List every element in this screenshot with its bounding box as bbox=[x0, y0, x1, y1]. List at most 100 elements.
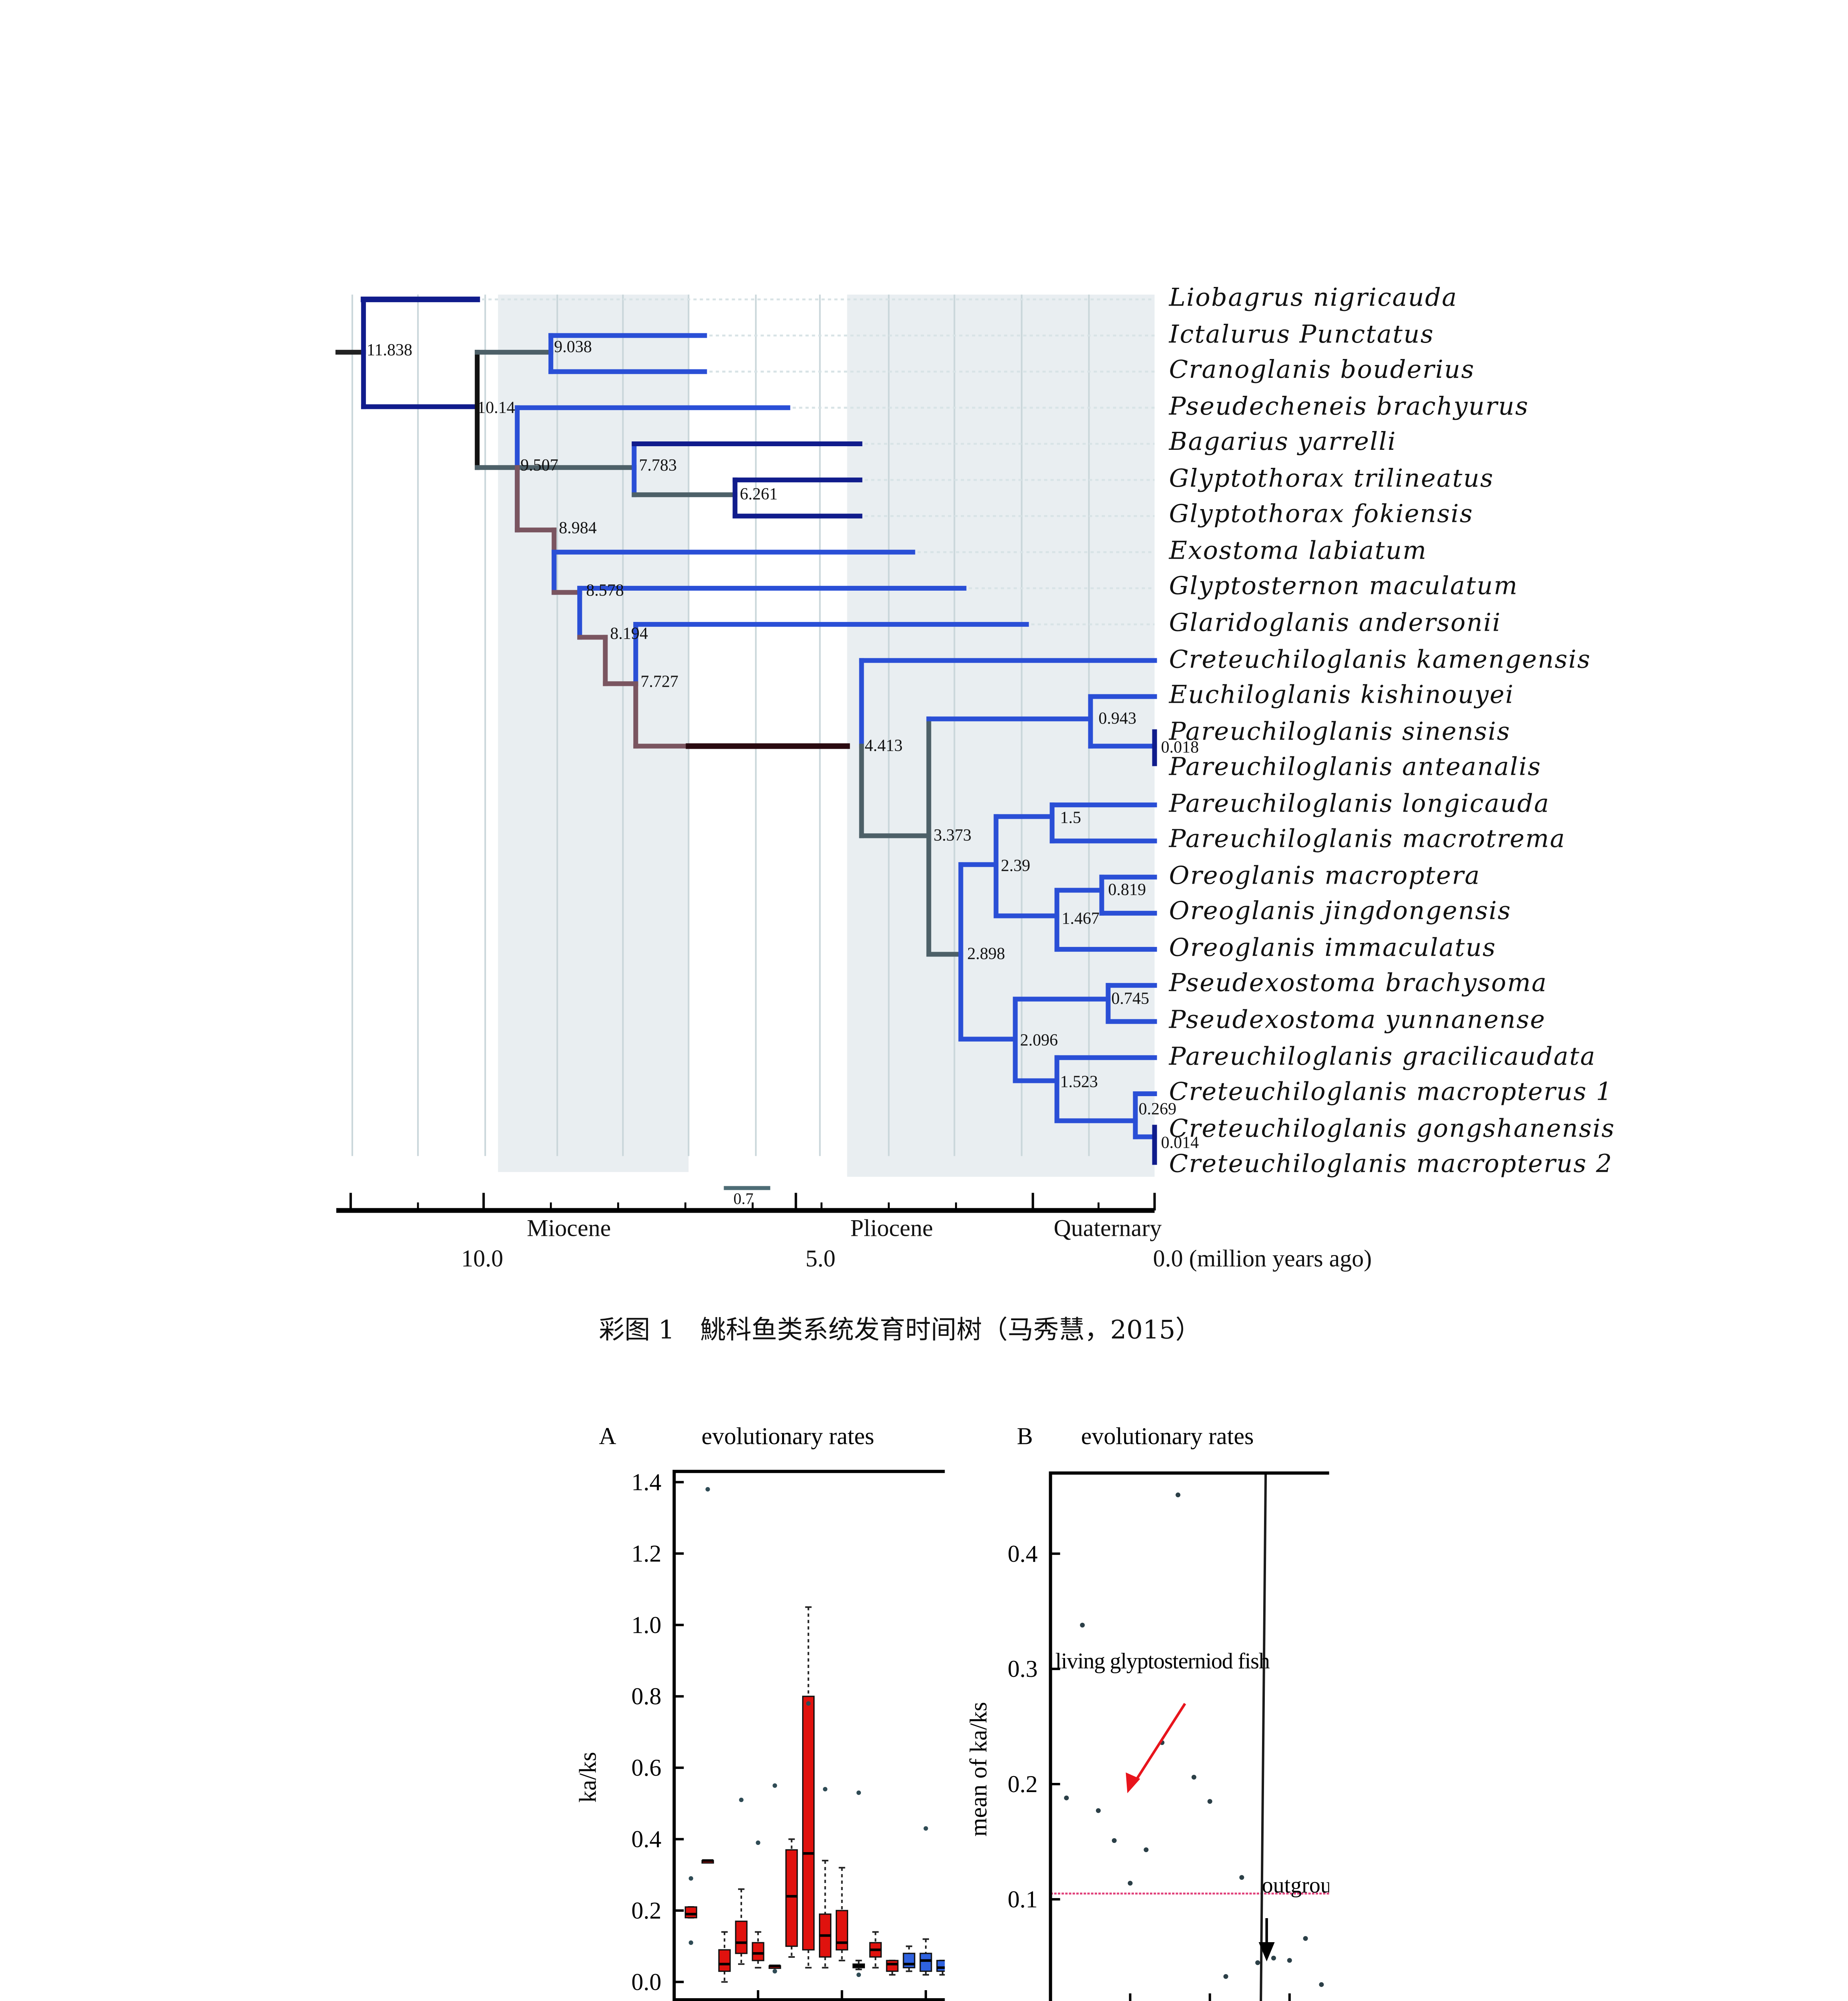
chart-a-ylabel: ka/ks bbox=[574, 1752, 601, 1803]
y-tick-label: 1.2 bbox=[631, 1540, 661, 1567]
y-tick-label: 0.8 bbox=[631, 1683, 661, 1710]
y-tick-label: 0.3 bbox=[1008, 1656, 1038, 1682]
node-age-label: 6.261 bbox=[740, 487, 778, 505]
red-arrow-head bbox=[1126, 1772, 1140, 1793]
epoch-miocene: Miocene bbox=[527, 1217, 611, 1243]
scatter-point bbox=[1255, 1960, 1260, 1965]
box bbox=[919, 1953, 932, 1972]
outlier-point bbox=[806, 1701, 811, 1706]
taxon-label: Glyptothorax trilineatus bbox=[1169, 464, 1494, 493]
box-branch-12 bbox=[869, 1931, 882, 1969]
node-age-label: 0.943 bbox=[1098, 711, 1137, 729]
node-age-label: 3.373 bbox=[933, 828, 971, 846]
node-age-label: 4.413 bbox=[865, 738, 903, 756]
taxon-label: Exostoma labiatum bbox=[1169, 536, 1427, 565]
chart-b-panel-label: B bbox=[1017, 1423, 1033, 1450]
chart-a-title: evolutionary rates bbox=[702, 1423, 875, 1450]
y-tick-label: 0.6 bbox=[631, 1754, 661, 1781]
annotation-outgroup: outgroup bbox=[1262, 1873, 1329, 1898]
node-age-label: 10.14 bbox=[477, 400, 515, 418]
taxon-label: Pseudexostoma brachysoma bbox=[1169, 969, 1547, 998]
outlier-point bbox=[923, 1826, 928, 1831]
box-branch-1 bbox=[684, 1876, 697, 1945]
scatter-point bbox=[1207, 1799, 1212, 1804]
y-tick-label: 0.4 bbox=[631, 1826, 661, 1853]
outlier-point bbox=[756, 1840, 760, 1845]
black-arrow-head bbox=[1258, 1942, 1275, 1961]
box-branch-13 bbox=[886, 1959, 899, 1976]
box-branch-6 bbox=[768, 1783, 781, 1974]
red-arrow bbox=[1132, 1703, 1186, 1784]
box-branch-4 bbox=[735, 1797, 748, 1965]
taxon-label: Cranoglanis bouderius bbox=[1169, 355, 1475, 385]
y-tick-label: 0.2 bbox=[631, 1897, 661, 1924]
chart-b-scatter: B evolutionary rates mean of ka/ks branc… bbox=[965, 1423, 1329, 2001]
taxon-label: Pseudecheneis brachyurus bbox=[1169, 391, 1529, 421]
taxon-label: Pareuchiloglanis longicauda bbox=[1169, 789, 1550, 818]
box bbox=[718, 1949, 731, 1972]
box bbox=[802, 1696, 815, 1951]
scatter-point bbox=[1319, 1982, 1324, 1987]
outlier-point bbox=[705, 1487, 710, 1492]
taxon-label: Creteuchiloglanis macropterus 1 bbox=[1169, 1077, 1613, 1107]
taxon-label: Pareuchiloglanis macrotrema bbox=[1169, 825, 1566, 854]
taxon-label: Creteuchiloglanis gongshanensis bbox=[1169, 1114, 1615, 1143]
node-age-label: 1.5 bbox=[1060, 810, 1082, 828]
box-branch-8 bbox=[802, 1606, 815, 1969]
outlier-point bbox=[823, 1787, 828, 1792]
taxon-label: Glaridoglanis andersonii bbox=[1169, 608, 1501, 638]
box bbox=[785, 1849, 798, 1947]
outlier-point bbox=[688, 1876, 693, 1881]
chart-b-title: evolutionary rates bbox=[1081, 1423, 1254, 1450]
scatter-point bbox=[1239, 1875, 1244, 1880]
axis-tick-10: 10.0 bbox=[461, 1247, 504, 1273]
scatter-point bbox=[1112, 1838, 1117, 1843]
chart-a-panel-label: A bbox=[599, 1423, 616, 1450]
outlier-point bbox=[856, 1790, 861, 1795]
taxon-label: Oreoglanis jingdongensis bbox=[1169, 897, 1512, 926]
chart-a-boxplot: A evolutionary rates ka/ks branch 0.00.2… bbox=[574, 1423, 945, 2001]
node-age-label: 7.783 bbox=[639, 458, 677, 476]
taxon-label: Bagarius yarrelli bbox=[1169, 427, 1397, 457]
box bbox=[735, 1921, 748, 1954]
axis-tick-0: 0.0 (million years ago) bbox=[1153, 1247, 1372, 1273]
scatter-point bbox=[1064, 1795, 1069, 1800]
group-divider-line bbox=[1260, 1473, 1267, 2001]
node-age-label: 1.523 bbox=[1060, 1074, 1098, 1092]
phylogenetic-tree bbox=[335, 295, 1157, 1213]
scatter-point bbox=[1128, 1881, 1133, 1886]
box-branch-14 bbox=[903, 1945, 915, 1972]
node-age-label: 1.467 bbox=[1061, 911, 1100, 929]
taxon-label: Pareuchiloglanis gracilicaudata bbox=[1169, 1041, 1596, 1071]
taxon-label: Pareuchiloglanis sinensis bbox=[1169, 716, 1511, 746]
node-age-label: 7.727 bbox=[640, 674, 678, 692]
box-branch-2 bbox=[701, 1487, 714, 1864]
chart-b-ylabel: mean of ka/ks bbox=[965, 1702, 991, 1837]
node-age-label: 11.838 bbox=[367, 343, 413, 361]
outlier-point bbox=[856, 1972, 861, 1977]
outlier-point bbox=[739, 1797, 744, 1803]
y-tick-label: 1.4 bbox=[631, 1469, 661, 1496]
box-branch-9 bbox=[819, 1787, 832, 1969]
scatter-point bbox=[1080, 1622, 1085, 1628]
outlier-point bbox=[773, 1969, 777, 1974]
box bbox=[752, 1942, 764, 1961]
epoch-pliocene: Pliocene bbox=[850, 1217, 933, 1243]
box-branch-5 bbox=[752, 1840, 764, 1969]
node-age-label: 0.014 bbox=[1161, 1135, 1199, 1153]
taxon-label: Glyptothorax fokiensis bbox=[1169, 500, 1474, 529]
scatter-point bbox=[1303, 1936, 1308, 1941]
node-age-label: 2.898 bbox=[967, 946, 1005, 964]
y-tick-label: 1.0 bbox=[631, 1612, 661, 1638]
scatter-point bbox=[1287, 1958, 1292, 1963]
outlier-point bbox=[773, 1783, 777, 1788]
y-tick-label: 0.4 bbox=[1008, 1540, 1038, 1567]
node-age-label: 8.578 bbox=[586, 583, 624, 601]
scatter-point bbox=[1096, 1808, 1101, 1813]
epoch-quaternary: Quaternary bbox=[1053, 1217, 1162, 1243]
chart-a-frame bbox=[672, 1470, 945, 2001]
box-branch-15 bbox=[919, 1826, 932, 1976]
outlier-point bbox=[688, 1940, 693, 1945]
taxon-label: Glyptosternon maculatum bbox=[1169, 572, 1519, 601]
